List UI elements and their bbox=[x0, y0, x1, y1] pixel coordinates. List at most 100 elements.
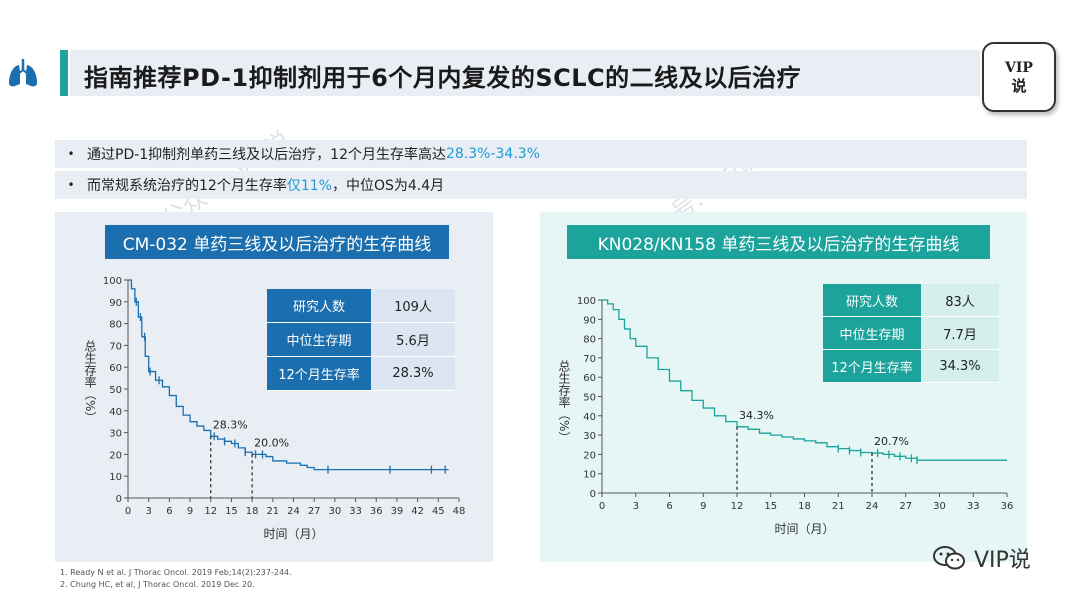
reference-item: 2. Chung HC, et al, J Thorac Oncol. 2019… bbox=[60, 580, 255, 589]
bullet-dot: • bbox=[67, 147, 75, 161]
right-panel-heading: KN028/KN158 单药三线及以后治疗的生存曲线 bbox=[567, 225, 990, 259]
stats-row: 中位生存期 7.7月 bbox=[823, 316, 999, 350]
stats-row: 研究人数 109人 bbox=[267, 289, 455, 323]
x-tick-label: 6 bbox=[666, 501, 672, 512]
bullet-dot: • bbox=[67, 178, 75, 192]
x-tick-label: 45 bbox=[432, 506, 445, 517]
stats-row: 中位生存期 5.6月 bbox=[267, 322, 455, 357]
y-tick-label: 50 bbox=[109, 385, 122, 396]
wechat-icon bbox=[933, 546, 965, 570]
x-tick-label: 36 bbox=[1001, 501, 1014, 512]
bullet-suffix: ，中位OS为4.4月 bbox=[331, 178, 445, 194]
references: 1. Ready N et al. J Thorac Oncol. 2019 F… bbox=[60, 567, 292, 591]
y-tick-label: 0 bbox=[590, 489, 596, 500]
x-tick-label: 21 bbox=[832, 501, 845, 512]
y-tick-label: 90 bbox=[583, 315, 596, 326]
x-axis-label: 时间（月） bbox=[774, 522, 834, 536]
y-tick-label: 30 bbox=[583, 431, 596, 442]
x-tick-label: 27 bbox=[308, 506, 321, 517]
stats-row: 12个月生存率 34.3% bbox=[823, 349, 999, 383]
y-axis-label: 总生存率（%） bbox=[83, 340, 97, 424]
right-chart-panel: KN028/KN158 单药三线及以后治疗的生存曲线 0 10 20 30 40 50 60… bbox=[540, 212, 1027, 562]
y-tick-label: 30 bbox=[109, 429, 122, 440]
right-stats-table: 研究人数 83人 中位生存期 7.7月 12个月生存率 34.3% bbox=[823, 284, 999, 383]
x-axis-label: 时间（月） bbox=[263, 527, 323, 541]
x-tick-label: 3 bbox=[146, 506, 152, 517]
reference-label: 28.3% bbox=[213, 418, 248, 431]
x-tick-label: 24 bbox=[287, 506, 300, 517]
x-tick-label: 9 bbox=[187, 506, 193, 517]
x-tick-label: 6 bbox=[166, 506, 172, 517]
y-tick-label: 20 bbox=[109, 450, 122, 461]
x-tick-label: 12 bbox=[731, 501, 744, 512]
vip-badge-logo: VIP 说 bbox=[982, 42, 1056, 112]
x-tick-label: 3 bbox=[633, 501, 639, 512]
y-tick-label: 40 bbox=[583, 412, 596, 423]
stats-row: 研究人数 83人 bbox=[823, 284, 999, 317]
stats-value: 28.3% bbox=[371, 356, 455, 391]
x-tick-label: 21 bbox=[266, 506, 279, 517]
footer-logo-text: VIP说 bbox=[974, 548, 1031, 573]
bullet-text: 而常规系统治疗的12个月生存率 bbox=[87, 178, 287, 194]
stats-row: 12个月生存率 28.3% bbox=[267, 356, 455, 391]
stats-label: 12个月生存率 bbox=[823, 349, 921, 383]
stats-value: 34.3% bbox=[921, 349, 999, 383]
x-tick-label: 15 bbox=[225, 506, 238, 517]
stats-label: 中位生存期 bbox=[823, 316, 921, 350]
page-title: 指南推荐PD-1抑制剂用于6个月内复发的SCLC的二线及以后治疗 bbox=[84, 64, 802, 92]
reference-label: 20.0% bbox=[254, 436, 289, 449]
x-tick-label: 27 bbox=[899, 501, 912, 512]
x-tick-label: 18 bbox=[798, 501, 811, 512]
y-tick-label: 10 bbox=[109, 472, 122, 483]
x-tick-label: 15 bbox=[764, 501, 777, 512]
x-tick-label: 42 bbox=[411, 506, 424, 517]
y-tick-label: 90 bbox=[109, 298, 122, 309]
y-tick-label: 20 bbox=[583, 450, 596, 461]
title-band bbox=[70, 50, 980, 96]
x-tick-label: 33 bbox=[349, 506, 362, 517]
stats-value: 109人 bbox=[371, 289, 455, 323]
y-tick-label: 10 bbox=[583, 470, 596, 481]
bullet-text: 通过PD-1抑制剂单药三线及以后治疗，12个月生存率高达 bbox=[87, 147, 446, 163]
stats-label: 中位生存期 bbox=[267, 322, 371, 357]
y-tick-label: 70 bbox=[583, 354, 596, 365]
stats-label: 研究人数 bbox=[267, 289, 371, 323]
x-tick-label: 30 bbox=[329, 506, 342, 517]
bullet-item: • 而常规系统治疗的12个月生存率 仅11% ，中位OS为4.4月 bbox=[55, 171, 1027, 199]
bullet-highlight: 28.3%-34.3% bbox=[446, 146, 541, 162]
left-stats-table: 研究人数 109人 中位生存期 5.6月 12个月生存率 28.3% bbox=[267, 289, 455, 391]
bullet-item: • 通过PD-1抑制剂单药三线及以后治疗，12个月生存率高达 28.3%-34.3… bbox=[55, 140, 1027, 168]
badge-line-1: VIP bbox=[1005, 60, 1033, 76]
reference-label: 34.3% bbox=[739, 409, 774, 422]
badge-line-2: 说 bbox=[1011, 77, 1027, 95]
x-tick-label: 18 bbox=[246, 506, 259, 517]
x-tick-label: 9 bbox=[700, 501, 706, 512]
bullet-list: • 通过PD-1抑制剂单药三线及以后治疗，12个月生存率高达 28.3%-34.3… bbox=[55, 140, 1027, 202]
stats-label: 研究人数 bbox=[823, 284, 921, 317]
x-tick-label: 0 bbox=[599, 501, 605, 512]
y-tick-label: 0 bbox=[116, 494, 122, 505]
stats-value: 83人 bbox=[921, 284, 999, 317]
x-tick-label: 24 bbox=[866, 501, 879, 512]
lung-icon bbox=[0, 50, 46, 96]
y-tick-label: 80 bbox=[583, 335, 596, 346]
y-tick-label: 40 bbox=[109, 407, 122, 418]
y-tick-label: 60 bbox=[109, 363, 122, 374]
footer-logo: VIP说 bbox=[932, 538, 1062, 578]
reference-item: 1. Ready N et al. J Thorac Oncol. 2019 F… bbox=[60, 568, 292, 577]
y-axis-label: 总生存率（%） bbox=[557, 360, 571, 444]
y-tick-label: 50 bbox=[583, 393, 596, 404]
left-panel-heading: CM-032 单药三线及以后治疗的生存曲线 bbox=[105, 225, 449, 259]
header: 指南推荐PD-1抑制剂用于6个月内复发的SCLC的二线及以后治疗 VIP 说 bbox=[0, 40, 1080, 112]
y-tick-label: 100 bbox=[103, 276, 122, 287]
x-tick-label: 48 bbox=[453, 506, 466, 517]
y-tick-label: 80 bbox=[109, 320, 122, 331]
x-tick-label: 33 bbox=[967, 501, 980, 512]
x-tick-label: 30 bbox=[933, 501, 946, 512]
x-tick-label: 12 bbox=[204, 506, 217, 517]
y-tick-label: 60 bbox=[583, 373, 596, 384]
left-chart-panel: CM-032 单药三线及以后治疗的生存曲线 0 10 20 30 40 50 60 70 80 9… bbox=[55, 212, 493, 562]
reference-label: 20.7% bbox=[874, 435, 909, 448]
